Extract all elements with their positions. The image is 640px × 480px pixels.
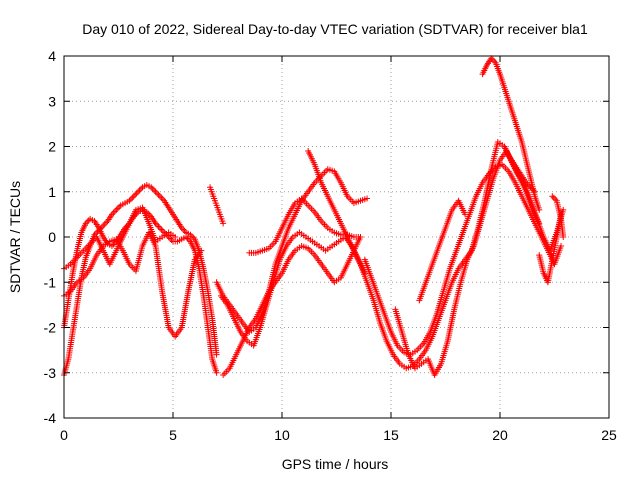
data-point bbox=[462, 211, 469, 218]
data-point bbox=[130, 193, 137, 200]
data-point bbox=[154, 190, 161, 197]
data-point bbox=[550, 194, 557, 201]
y-tick-label: 0 bbox=[48, 229, 56, 245]
series-arc-f bbox=[213, 166, 371, 336]
data-point bbox=[133, 190, 140, 197]
data-point bbox=[531, 188, 538, 195]
data-point bbox=[156, 193, 163, 200]
data-point bbox=[159, 227, 166, 234]
y-tick-label: 4 bbox=[48, 48, 56, 64]
axis-ticks: 0 5 10 15 20 25 -4 -3 -2 -1 0 1 2 3 4 bbox=[44, 48, 617, 443]
data-point bbox=[536, 220, 543, 227]
data-point bbox=[357, 234, 364, 240]
series-arc-l bbox=[392, 148, 543, 379]
y-tick-label: -1 bbox=[44, 274, 57, 290]
data-point bbox=[129, 194, 136, 201]
data-point bbox=[155, 223, 162, 230]
x-axis-label: GPS time / hours bbox=[282, 456, 389, 472]
data-point bbox=[220, 220, 227, 227]
y-tick-label: 2 bbox=[48, 139, 56, 155]
data-point bbox=[172, 234, 179, 240]
data-point bbox=[132, 191, 139, 198]
data-point bbox=[158, 226, 165, 233]
y-tick-label: 3 bbox=[48, 93, 56, 109]
x-tick-label: 15 bbox=[383, 427, 399, 443]
y-tick-label: -3 bbox=[44, 365, 57, 381]
x-tick-label: 10 bbox=[274, 427, 290, 443]
y-axis-label: SDTVAR / TECUs bbox=[7, 181, 23, 293]
data-point bbox=[127, 196, 134, 203]
data-point bbox=[156, 224, 163, 231]
data-point bbox=[213, 369, 220, 376]
data-point bbox=[114, 205, 121, 212]
x-tick-label: 5 bbox=[169, 427, 177, 443]
series-arc-b bbox=[61, 206, 220, 376]
data-point bbox=[560, 234, 567, 240]
series-arc-o bbox=[501, 143, 538, 195]
data-point bbox=[549, 193, 556, 200]
data-point bbox=[558, 243, 565, 250]
data-point bbox=[111, 208, 118, 215]
x-tick-label: 25 bbox=[601, 427, 617, 443]
data-point bbox=[152, 188, 159, 195]
data-point bbox=[138, 185, 145, 192]
data-point bbox=[364, 195, 371, 202]
data-points bbox=[61, 55, 567, 379]
data-point bbox=[158, 194, 165, 201]
y-tick-label: -4 bbox=[44, 410, 57, 426]
data-point bbox=[167, 235, 174, 242]
x-tick-label: 0 bbox=[60, 427, 68, 443]
y-tick-label: 1 bbox=[48, 184, 56, 200]
series-arc-d bbox=[61, 204, 179, 272]
data-point bbox=[198, 247, 205, 254]
series-arc-q bbox=[549, 193, 567, 240]
data-point bbox=[168, 237, 175, 244]
y-tick-label: -2 bbox=[44, 320, 57, 336]
data-point bbox=[116, 203, 123, 210]
data-point bbox=[536, 206, 543, 213]
data-point bbox=[151, 187, 158, 194]
series-arc-k bbox=[361, 161, 565, 358]
series-arc-g bbox=[220, 234, 364, 379]
x-tick-label: 20 bbox=[492, 427, 508, 443]
series-arc-i bbox=[246, 195, 364, 256]
series-arc-m bbox=[416, 197, 469, 304]
data-point bbox=[136, 187, 143, 194]
data-point bbox=[560, 206, 567, 213]
data-point bbox=[113, 206, 120, 213]
data-point bbox=[149, 185, 156, 192]
series-arc-e bbox=[207, 184, 227, 227]
chart-title: Day 010 of 2022, Sidereal Day-to-day VTE… bbox=[82, 21, 588, 37]
series-arc-h bbox=[217, 229, 368, 349]
data-point bbox=[155, 191, 162, 198]
data-point bbox=[101, 221, 108, 228]
series-arc-c bbox=[61, 229, 205, 340]
data-point bbox=[135, 188, 142, 195]
data-point bbox=[181, 227, 188, 234]
